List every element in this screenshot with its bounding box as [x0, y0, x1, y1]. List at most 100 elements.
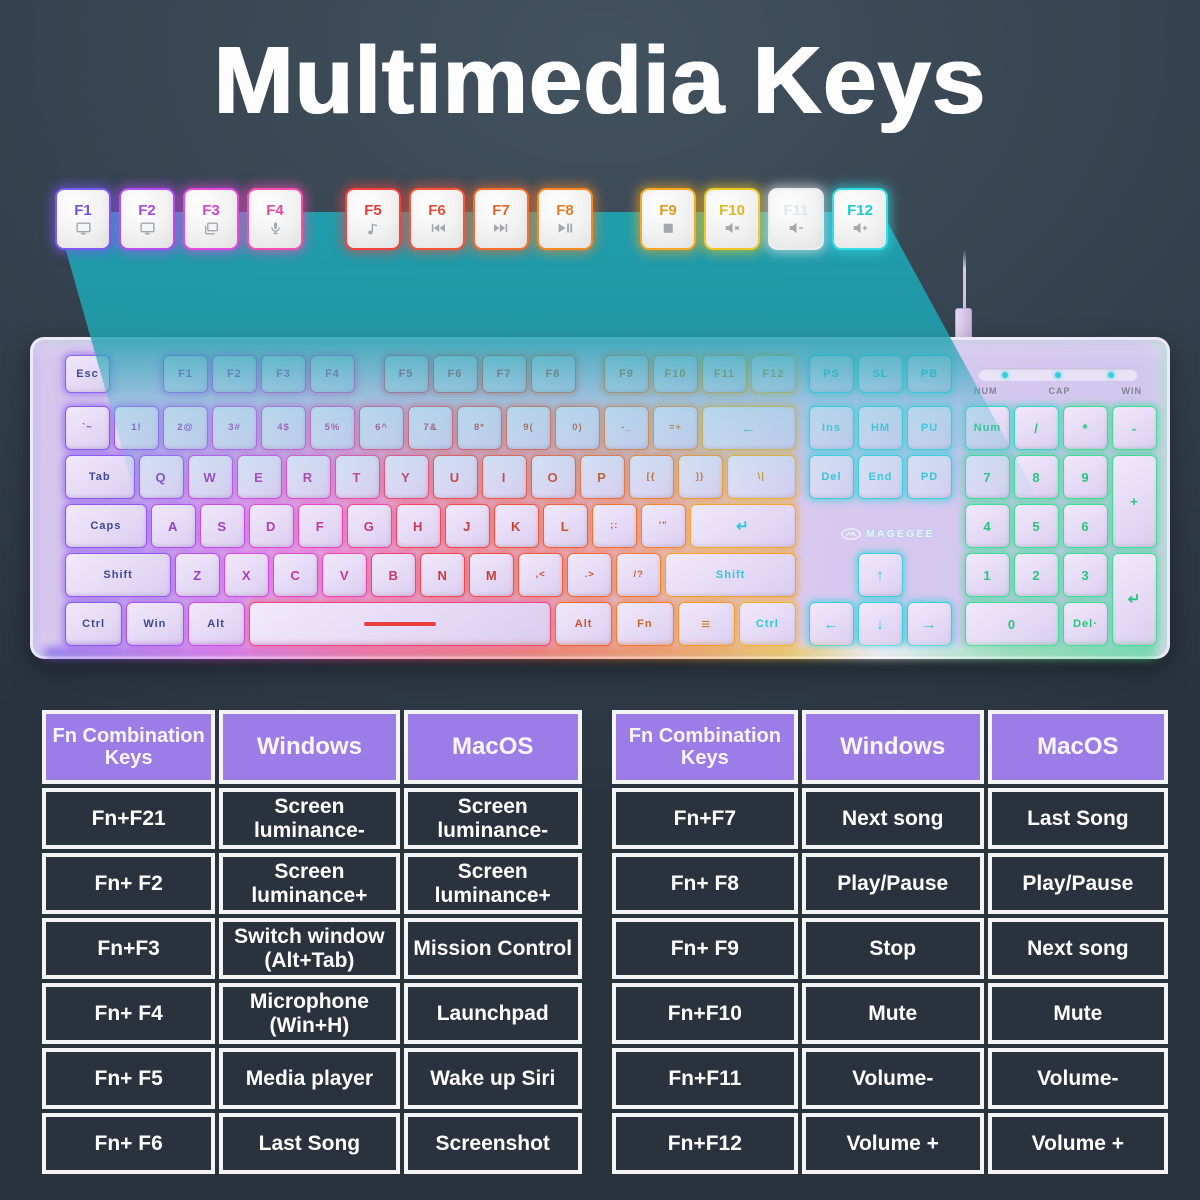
key-label: ]} — [695, 471, 705, 483]
key-numpad-9: 9 — [1063, 455, 1108, 499]
key-label: R — [302, 469, 314, 485]
key-c: C — [273, 553, 319, 597]
fn-table-header-cell: Fn Combination Keys — [42, 710, 216, 784]
floating-key-f6: F6 — [409, 188, 465, 250]
key-arrow-right: → — [907, 602, 952, 646]
key-label: 8* — [474, 422, 485, 434]
key-label: Esc — [76, 367, 99, 380]
key-blank: [{ — [628, 455, 674, 499]
key-numpad-del: Del· — [1063, 602, 1108, 646]
key-label: → — [921, 615, 938, 633]
key-label: F12 — [762, 367, 785, 380]
key-label: P — [597, 469, 607, 485]
key-label: S — [217, 518, 228, 534]
fn-table-left: Fn Combination Keys Windows MacOS Fn+F21 Scr… — [42, 710, 582, 1174]
key-9: 9( — [506, 406, 551, 450]
key-h: H — [395, 504, 441, 548]
key-f6: F6 — [432, 355, 478, 393]
key-u: U — [432, 455, 478, 499]
key-q: Q — [138, 455, 184, 499]
key-blank: `~ — [65, 406, 110, 450]
key-label: F5 — [398, 367, 414, 380]
floating-key-label: F11 — [783, 202, 809, 219]
fn-table-cell: Fn+ F4 — [42, 983, 216, 1044]
key-label: Ctrl — [82, 617, 106, 630]
fn-table-cell: Screen luminance+ — [219, 853, 400, 914]
key-numpad-3: 3 — [1063, 553, 1108, 597]
key-blank: -_ — [604, 406, 649, 450]
key-label: Tab — [88, 470, 111, 483]
key-label: ← — [823, 615, 840, 633]
key-f1: F1 — [163, 355, 208, 393]
indicator-labels: NUM CAP WIN — [974, 386, 1142, 396]
indicator-label-num: NUM — [974, 386, 998, 396]
fn-table-header-cell: MacOS — [987, 710, 1168, 784]
key-sl: SL — [858, 355, 903, 393]
fn-table-cell: Stop — [801, 918, 984, 979]
key-label: ≡ — [701, 615, 711, 633]
stop-icon — [663, 223, 673, 233]
fn-table-header-cell: Windows — [219, 710, 400, 784]
key-numpad-1: 1 — [965, 553, 1010, 597]
page-title: Multimedia Keys — [213, 27, 987, 134]
key-label: Ctrl — [755, 617, 779, 630]
key-f7: F7 — [481, 355, 527, 393]
floating-key-f9: F9 — [640, 188, 696, 250]
key-esc: Esc — [65, 355, 110, 393]
fn-table-cell: Mute — [801, 983, 984, 1044]
floating-key-label: F1 — [74, 202, 92, 219]
key-label: F2 — [227, 367, 242, 380]
key-alt: Alt — [187, 602, 245, 646]
fn-table-cell: Next song — [987, 918, 1168, 979]
key-label: Alt — [574, 617, 593, 630]
key-w: W — [187, 455, 233, 499]
key-ctrl: Ctrl — [65, 602, 123, 646]
fn-table-cell: Fn+F7 — [612, 788, 798, 849]
floating-key-label: F5 — [364, 202, 382, 219]
key-j: J — [444, 504, 490, 548]
floating-key-label: F7 — [492, 202, 510, 219]
key-right-shift: Shift — [665, 553, 796, 597]
key-numpad-enter: ↵ — [1112, 553, 1157, 646]
key-blank: '" — [640, 504, 686, 548]
key-label: PD — [920, 470, 939, 483]
key-label: W — [203, 469, 217, 485]
key-backspace: ← — [702, 406, 796, 450]
key-label: K — [511, 518, 522, 534]
key-label: F — [315, 518, 325, 534]
key-label: 4$ — [277, 422, 290, 434]
key-4: 4$ — [261, 406, 306, 450]
music-note-icon — [367, 223, 377, 235]
fn-table-cell: Fn+ F9 — [612, 918, 798, 979]
key-numpad-5: 5 — [1014, 504, 1059, 548]
key-label: 2@ — [177, 422, 194, 434]
key-label: B — [388, 567, 399, 583]
key-numpad-8: 8 — [1014, 455, 1059, 499]
fn-table-cell: Screen luminance+ — [403, 853, 582, 914]
key-numpad-6: 6 — [1063, 504, 1108, 548]
fn-table-cell: Volume + — [987, 1113, 1168, 1174]
microphone-icon — [270, 222, 280, 235]
key-label: Win — [143, 617, 167, 630]
floating-key-f4: F4 — [247, 188, 303, 250]
fn-table-header-cell: Fn Combination Keys — [612, 710, 798, 784]
key-label: ↓ — [876, 615, 885, 633]
key-numpad-7: 7 — [965, 455, 1010, 499]
key-label: SL — [872, 367, 889, 380]
key-label: U — [449, 469, 461, 485]
fn-table-cell: Fn+F12 — [612, 1113, 798, 1174]
key-blank: .> — [567, 553, 613, 597]
key-v: V — [322, 553, 368, 597]
key-label: PU — [920, 421, 939, 434]
key-arrow-left: ← — [809, 602, 854, 646]
key-label: 9( — [523, 422, 534, 434]
key-nav-del: Del — [809, 455, 854, 499]
mute-icon — [725, 222, 739, 234]
key-caps: Caps — [65, 504, 147, 548]
key-blank: ,< — [518, 553, 564, 597]
key-f12: F12 — [751, 355, 796, 393]
num-indicator-icon — [1001, 371, 1008, 378]
key-f4: F4 — [310, 355, 355, 393]
floating-key-label: F4 — [266, 202, 284, 219]
